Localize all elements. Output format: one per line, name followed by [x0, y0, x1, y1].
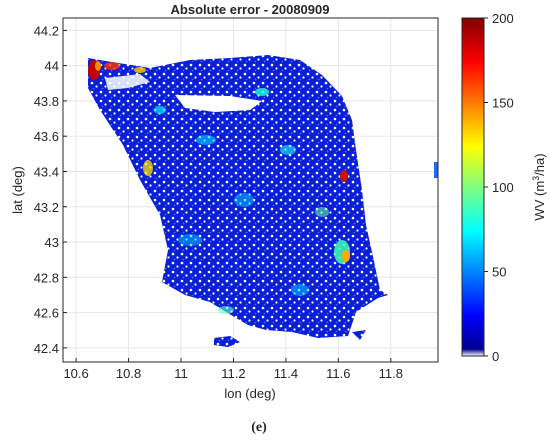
- y-tick-label: 44: [45, 59, 59, 74]
- error-hotspots: [88, 60, 350, 314]
- y-tick-label: 43.6: [34, 129, 59, 144]
- x-tick-label: 10.6: [63, 366, 88, 381]
- y-tick-label: 42.6: [34, 306, 59, 321]
- x-tick-label: 11: [174, 366, 188, 381]
- x-tick-group: 10.6 10.8 11 11.2 11.4 11.6 11.8: [63, 358, 403, 381]
- colorbar-tick-label: 50: [492, 265, 506, 280]
- colorbar-ticks: 200 150 100 50 0: [484, 11, 514, 364]
- colorbar-tick-label: 150: [492, 96, 514, 111]
- swath-gap: [175, 95, 262, 112]
- colorbar-tick-label: 200: [492, 11, 514, 26]
- x-axis-label: lon (deg): [224, 386, 275, 401]
- y-tick-label: 42.8: [34, 270, 59, 285]
- colorbar-tick-label: 0: [492, 349, 499, 364]
- axes-frame: [62, 17, 439, 363]
- x-tick-label: 10.8: [116, 366, 141, 381]
- y-tick-label: 43.4: [34, 164, 59, 179]
- swath-gap: [105, 74, 150, 90]
- swath-tail: [214, 336, 240, 347]
- x-tick-label: 11.6: [326, 366, 350, 381]
- error-field: [88, 55, 438, 347]
- y-tick-label: 43: [45, 235, 59, 250]
- isolated-patch: [434, 162, 438, 178]
- colorbar-gradient: [461, 17, 485, 357]
- map-title: Absolute error - 20080909: [171, 2, 330, 17]
- x-tick-label: 11.8: [379, 366, 403, 381]
- y-tick-group: 44.2 44 43.8 43.6 43.4 43.2 43 42.8 42.6 42.4: [34, 23, 67, 356]
- x-tick-label: 11.2: [221, 366, 245, 381]
- colorbar-label: WV (m3/ha): [531, 153, 547, 220]
- y-tick-label: 43.2: [34, 200, 59, 215]
- swath-tail: [352, 330, 366, 340]
- x-tick-label: 11.4: [274, 366, 298, 381]
- colorbar: 200 150 100 50 0 WV (m3/ha): [461, 11, 547, 364]
- y-axis-label: lat (deg): [10, 166, 25, 214]
- panel-label: (e): [251, 420, 267, 435]
- colorbar-tick-label: 100: [492, 180, 514, 195]
- y-tick-label: 42.4: [34, 341, 59, 356]
- y-tick-label: 43.8: [34, 94, 59, 109]
- y-tick-label: 44.2: [34, 23, 59, 38]
